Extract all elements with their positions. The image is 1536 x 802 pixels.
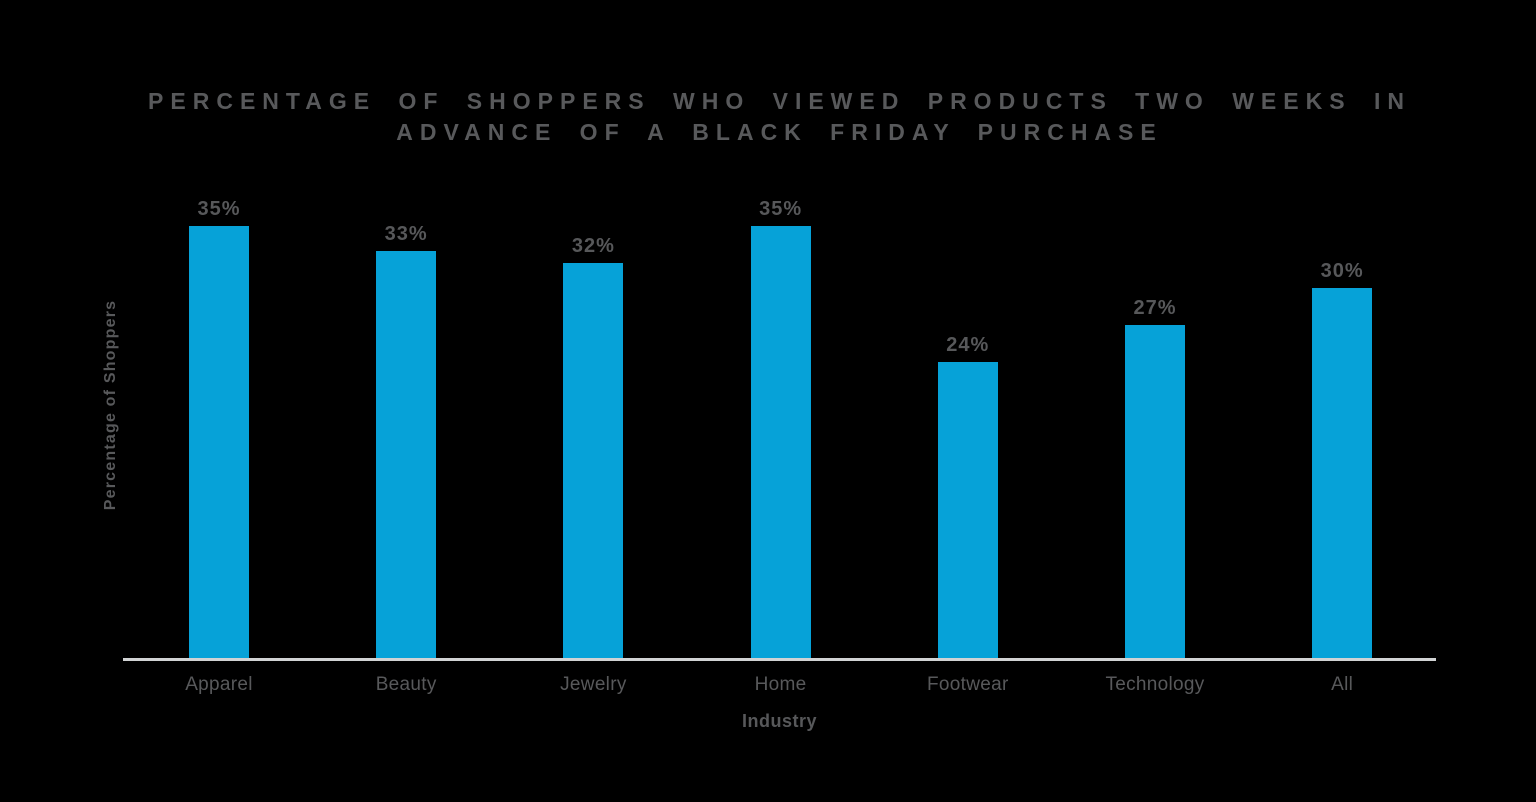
bar-technology xyxy=(1125,325,1185,660)
bar-value-label-all: 30% xyxy=(1320,260,1364,282)
bar-value-label-home: 35% xyxy=(759,198,803,220)
bar-footwear xyxy=(937,362,998,660)
y-axis-title: Percentage of Shoppers xyxy=(102,299,119,511)
x-tick-label-technology: Technology xyxy=(1105,674,1205,695)
chart-title: PERCENTAGE OF SHOPPERS WHO VIEWED PRODUC… xyxy=(123,86,1436,148)
x-tick-label-footwear: Footwear xyxy=(926,674,1009,695)
bar-value-label-technology: 27% xyxy=(1133,297,1177,320)
x-tick-label-home: Home xyxy=(754,674,807,695)
x-tick-label-apparel: Apparel xyxy=(185,674,253,695)
bar-value-label-beauty: 33% xyxy=(384,222,428,245)
bar-beauty xyxy=(376,250,437,660)
bar-value-label-jewelry: 32% xyxy=(571,235,615,258)
bar-jewelry xyxy=(563,263,624,660)
chart-title-line1: PERCENTAGE OF SHOPPERS WHO VIEWED PRODUC… xyxy=(148,88,1411,114)
x-tick-label-beauty: Beauty xyxy=(375,674,437,695)
bar-value-label-footwear: 24% xyxy=(946,334,990,357)
bar-value-label-apparel: 35% xyxy=(197,198,241,220)
x-axis-line xyxy=(123,658,1436,661)
x-tick-label-all: All xyxy=(1331,674,1354,695)
x-axis-title: Industry xyxy=(741,711,817,731)
bar-home xyxy=(750,226,811,660)
chart-title-line2: ADVANCE OF A BLACK FRIDAY PURCHASE xyxy=(396,119,1163,145)
bar-all xyxy=(1312,288,1373,660)
x-tick-label-jewelry: Jewelry xyxy=(560,674,627,695)
bar-apparel xyxy=(189,226,249,660)
